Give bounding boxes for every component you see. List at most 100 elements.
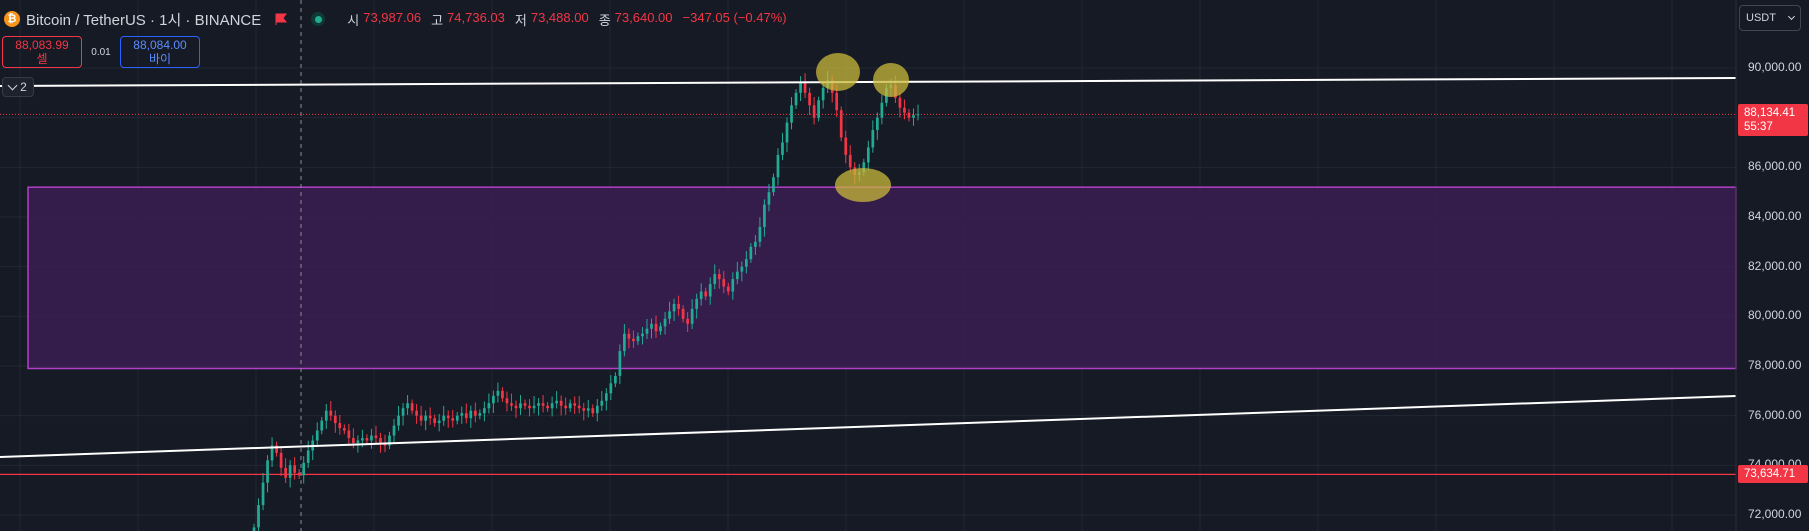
candle-body [740, 266, 744, 272]
bitcoin-icon: ₿ [4, 11, 20, 27]
candle-body [293, 465, 297, 473]
price-axis-label: 72,000.00 [1748, 507, 1802, 521]
buy-price: 88,084.00 [133, 38, 187, 52]
candle-body [297, 472, 301, 476]
candle-body [726, 286, 730, 292]
candle-body [898, 97, 902, 108]
candle-body [568, 403, 572, 409]
candle-body [880, 102, 884, 118]
candle-body [663, 318, 667, 327]
symbol-title[interactable]: Bitcoin / TetherUS · 1시 · BINANCE [26, 11, 262, 29]
candle-body [781, 142, 784, 155]
candle-body [794, 92, 798, 106]
candle-body [492, 395, 495, 404]
candle-body [302, 462, 306, 476]
candle-body [505, 398, 509, 404]
candle-body [361, 438, 364, 441]
candle-body [704, 291, 708, 297]
candle-body [446, 415, 450, 419]
candle-body [559, 400, 563, 406]
candle-body [550, 403, 554, 409]
candle-body [735, 271, 739, 280]
candle-body [763, 204, 766, 227]
support-zone-rectangle[interactable] [27, 186, 1737, 370]
sell-label: 셀 [36, 52, 48, 66]
candle-body [496, 390, 500, 396]
candle-body [487, 403, 491, 409]
candle-body [519, 403, 522, 409]
candle-body [401, 408, 405, 416]
candle-body [388, 435, 391, 446]
candle-body [907, 112, 911, 118]
currency-value: USDT [1746, 12, 1776, 24]
candle-body [817, 100, 820, 118]
candle-body [690, 308, 694, 324]
candle-body [406, 403, 409, 409]
price-axis-label: 82,000.00 [1748, 258, 1802, 273]
candle-body [523, 403, 527, 406]
candle-body [916, 114, 920, 116]
candle-body [483, 408, 486, 414]
flag-icon[interactable] [275, 13, 288, 25]
highlight-top-left [816, 53, 860, 91]
buy-button[interactable]: 88,084.00 바이 [120, 36, 200, 68]
candle-body [501, 390, 504, 399]
candle-body [582, 408, 586, 411]
candle-body [464, 413, 468, 419]
high-value: 74,736.03 [447, 9, 505, 25]
candle-body [257, 505, 260, 528]
candle-body [803, 82, 807, 93]
candle-body [713, 274, 717, 285]
sell-price: 88,083.99 [15, 38, 69, 52]
candle-body [695, 298, 699, 309]
sell-button[interactable]: 88,083.99 셀 [2, 36, 82, 68]
candle-body [329, 410, 333, 416]
candle-body [654, 323, 658, 332]
candle-body [871, 130, 875, 148]
candle-body [306, 450, 310, 463]
candle-body [333, 415, 337, 424]
candle-body [785, 122, 789, 143]
price-axis-label: 84,000.00 [1748, 209, 1802, 223]
candle-body [677, 303, 680, 309]
candle-body [604, 393, 608, 401]
candle-body [717, 274, 721, 280]
candle-body [609, 383, 613, 394]
candle-body [618, 351, 622, 376]
indicator-count: 2 [20, 80, 27, 94]
current-price-tag: 88,134.41 55:37 [1738, 104, 1808, 137]
lower-trendline[interactable] [0, 395, 1737, 458]
candle-body [266, 460, 269, 483]
candle-body [541, 403, 545, 406]
open-key: 시 [347, 12, 360, 28]
upper-trendline[interactable] [0, 77, 1737, 87]
candle-body [875, 117, 879, 131]
candle-body [342, 428, 346, 431]
market-status-icon[interactable] [311, 12, 326, 26]
candle-body [437, 420, 441, 424]
currency-select[interactable]: USDT [1739, 5, 1801, 31]
candle-body [433, 418, 437, 424]
low-key: 저 [514, 12, 527, 28]
candle-body [758, 226, 762, 242]
candle-body [347, 430, 351, 439]
candle-body [410, 403, 414, 411]
candle-body [473, 410, 477, 416]
candle-body [600, 400, 604, 406]
candle-body [284, 467, 287, 478]
candle-body [668, 311, 671, 319]
candle-body [532, 405, 536, 409]
candle-body [397, 415, 400, 426]
ohlc-values: 시 73,987.06 고 74,736.03 저 73,488.00 종 73,640… [347, 10, 792, 29]
candle-body [650, 323, 653, 329]
price-axis-label: 80,000.00 [1748, 308, 1802, 323]
candle-body [835, 92, 839, 111]
candle-body [808, 92, 811, 106]
candle-body [555, 400, 558, 404]
indicator-collapse-button[interactable]: 2 [2, 77, 34, 97]
buy-label: 바이 [148, 52, 172, 66]
candle-body [731, 279, 735, 292]
chevron-down-icon [7, 80, 18, 91]
candle-body [699, 291, 703, 299]
